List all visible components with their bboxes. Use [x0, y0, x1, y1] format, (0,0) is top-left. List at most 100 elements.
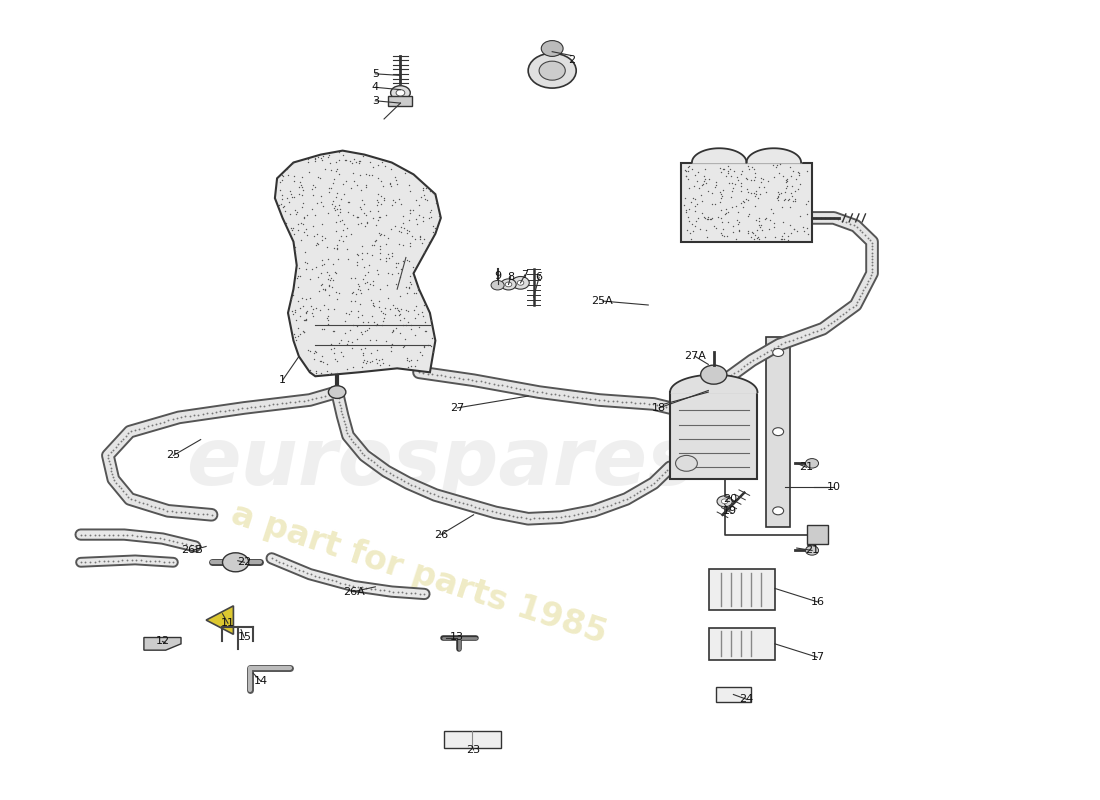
Point: [349, 441, 366, 454]
Point: [352, 342, 370, 355]
Point: [268, 398, 286, 410]
Point: [371, 210, 388, 223]
Point: [761, 214, 779, 226]
Point: [800, 195, 817, 208]
Point: [779, 230, 796, 242]
Point: [326, 325, 343, 338]
Point: [840, 303, 858, 316]
Point: [322, 366, 340, 379]
Point: [405, 286, 422, 299]
Point: [403, 278, 420, 290]
Point: [390, 290, 408, 302]
Point: [737, 171, 755, 184]
Point: [371, 295, 388, 308]
Polygon shape: [144, 638, 182, 650]
Point: [317, 283, 334, 296]
Point: [330, 168, 348, 181]
Text: 25A: 25A: [592, 296, 614, 306]
Text: 12: 12: [155, 637, 169, 646]
Point: [319, 314, 337, 327]
Point: [382, 178, 399, 190]
Point: [404, 229, 421, 242]
Point: [617, 395, 635, 408]
Point: [72, 556, 89, 569]
Point: [359, 355, 376, 368]
Point: [454, 497, 472, 510]
Point: [417, 192, 434, 205]
Point: [130, 495, 147, 508]
Point: [723, 176, 740, 189]
Text: 24: 24: [739, 694, 754, 704]
Point: [538, 386, 556, 399]
Point: [301, 364, 319, 377]
Point: [803, 211, 821, 224]
Point: [338, 222, 355, 234]
Point: [400, 178, 418, 191]
Point: [394, 340, 411, 353]
Point: [425, 346, 442, 359]
Point: [364, 274, 382, 287]
Point: [365, 315, 383, 328]
Point: [374, 306, 392, 319]
Point: [676, 163, 694, 176]
Point: [739, 194, 757, 206]
Point: [732, 362, 749, 375]
Point: [285, 289, 303, 302]
Text: eurospares: eurospares: [186, 424, 695, 502]
Point: [376, 302, 394, 314]
Point: [402, 204, 419, 217]
Point: [324, 387, 342, 400]
Point: [791, 169, 808, 182]
Point: [547, 388, 564, 401]
Point: [414, 211, 431, 224]
Point: [354, 150, 372, 162]
Point: [367, 334, 385, 346]
Point: [760, 222, 778, 235]
Point: [517, 512, 535, 525]
Point: [164, 534, 182, 547]
Point: [332, 334, 350, 346]
Point: [683, 162, 701, 175]
Point: [748, 231, 766, 244]
Point: [792, 210, 810, 222]
Point: [422, 203, 440, 216]
Point: [293, 170, 310, 183]
Point: [349, 248, 366, 261]
Point: [117, 487, 134, 500]
Point: [371, 358, 388, 371]
Point: [333, 408, 351, 421]
Point: [344, 153, 362, 166]
Point: [712, 166, 729, 178]
Point: [334, 177, 352, 190]
Point: [689, 166, 706, 178]
Point: [370, 267, 387, 280]
Point: [308, 237, 326, 250]
Point: [272, 198, 289, 210]
Point: [351, 284, 369, 297]
Point: [315, 282, 332, 295]
Point: [429, 490, 447, 502]
Text: 26: 26: [433, 530, 448, 539]
Text: 9: 9: [494, 270, 502, 281]
Point: [229, 402, 246, 415]
Point: [194, 507, 211, 520]
Point: [318, 365, 336, 378]
Point: [424, 368, 441, 381]
Point: [379, 231, 397, 244]
Point: [777, 186, 794, 198]
Point: [348, 332, 365, 345]
Point: [376, 307, 394, 320]
Point: [739, 186, 757, 198]
Point: [746, 200, 763, 213]
Point: [160, 556, 177, 569]
Point: [755, 181, 772, 194]
Point: [773, 200, 791, 213]
Point: [293, 292, 310, 305]
Point: [104, 528, 122, 541]
Point: [334, 411, 352, 424]
Point: [744, 161, 761, 174]
Point: [295, 210, 312, 223]
Point: [785, 222, 803, 235]
Point: [367, 218, 385, 231]
Point: [594, 501, 612, 514]
